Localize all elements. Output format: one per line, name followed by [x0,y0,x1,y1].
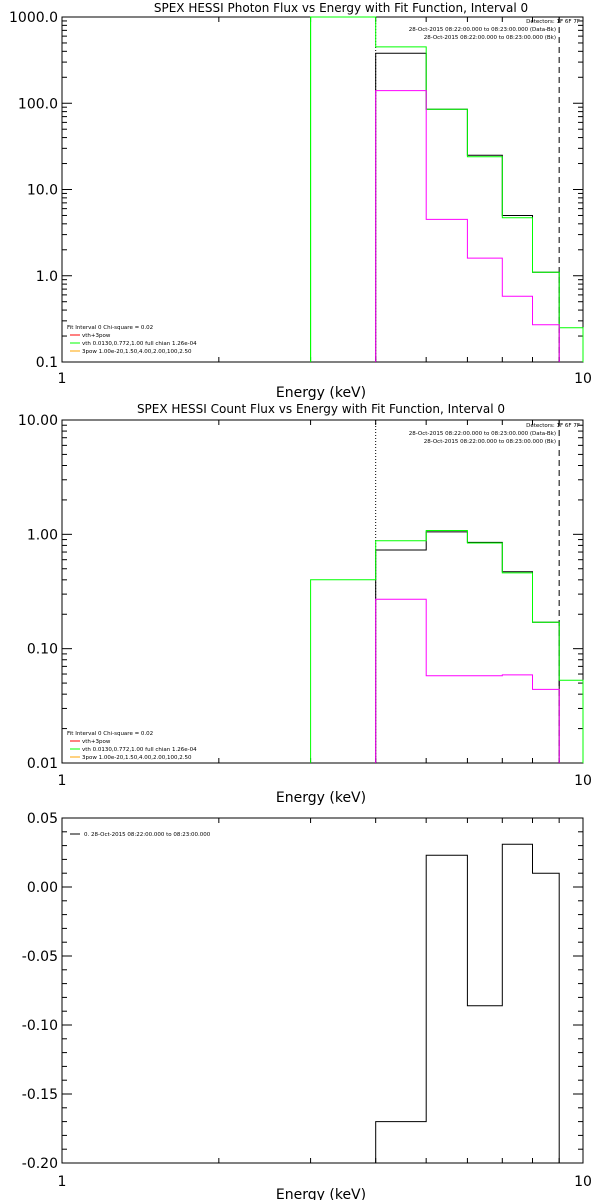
y-tick-label: 1000.0 [9,10,58,26]
fit-text: Fit Interval 0 Chi-square = 0.02 [67,325,153,331]
fit-text: 3pow 1.00e-20,1.50,4.00,2.00,100,2.50 [82,349,192,355]
series-line [375,90,560,362]
header-text: 28-Oct-2015 08:22:00.000 to 08:23:00.000… [409,27,556,33]
header-text: Detectors: 1F 6F 7F [526,423,580,429]
y-tick-label: 1.00 [27,527,58,543]
chart-title: SPEX HESSI Count Flux vs Energy with Fit… [137,402,505,416]
plot-frame [61,817,584,1164]
y-tick-label: -0.15 [22,1087,58,1103]
x-tick-label: 1 [58,773,67,789]
header-text: 28-Oct-2015 08:22:00.000 to 08:23:00.000… [424,35,556,41]
x-tick-label: 10 [574,1174,592,1190]
x-axis-label: Energy (keV) [276,385,366,401]
x-tick-label: 10 [574,773,592,789]
y-tick-label: 0.05 [27,811,58,827]
fit-text: Fit Interval 0 Chi-square = 0.02 [67,731,153,737]
series-line [375,531,560,763]
series-line [375,598,560,763]
header-text: Detectors: 1F 6F 7F [526,19,580,25]
photon-flux-panel: SPEX HESSI Photon Flux vs Energy with Fi… [9,1,592,401]
y-tick-label: 0.1 [36,355,58,371]
x-tick-label: 10 [574,371,592,387]
series-line [375,843,560,1163]
y-tick-label: 0.00 [27,880,58,896]
fit-text: vth 0.0130,0.772,1.00 full chian 1.26e-0… [82,747,197,753]
y-tick-label: -0.20 [22,1156,58,1172]
x-tick-label: 1 [58,1174,67,1190]
plot-frame [61,16,584,363]
legend-text: 0. 28-Oct-2015 08:22:00.000 to 08:23:00.… [84,832,211,838]
y-tick-label: -0.05 [22,949,58,965]
y-tick-label: 0.10 [27,642,58,658]
y-tick-label: 10.0 [27,183,58,199]
y-tick-label: -0.10 [22,1018,58,1034]
header-text: 28-Oct-2015 08:22:00.000 to 08:23:00.000… [424,439,556,445]
x-axis-label: Energy (keV) [276,790,366,806]
fit-text: vth+3pow [82,739,111,745]
y-tick-label: 1.0 [36,269,58,285]
chart-title: SPEX HESSI Photon Flux vs Energy with Fi… [154,1,528,15]
plot-frame [61,419,584,764]
series-line [310,16,584,362]
y-tick-label: 10.00 [18,413,58,429]
y-tick-label: 0.01 [27,756,58,772]
series-line [375,52,560,362]
series-line [310,530,584,763]
x-axis-label: Energy (keV) [276,1187,366,1200]
x-tick-label: 1 [58,371,67,387]
fit-text: vth 0.0130,0.772,1.00 full chian 1.26e-0… [82,341,197,347]
count-flux-panel: SPEX HESSI Count Flux vs Energy with Fit… [18,402,592,806]
residuals-panel: Energy (keV) 1 10 0. 28-Oct-2015 08:22:0… [22,811,592,1200]
header-text: 28-Oct-2015 08:22:00.000 to 08:23:00.000… [409,431,556,437]
y-tick-label: 100.0 [18,96,58,112]
fit-text: vth+3pow [82,333,111,339]
fit-text: 3pow 1.00e-20,1.50,4.00,2.00,100,2.50 [82,755,192,761]
